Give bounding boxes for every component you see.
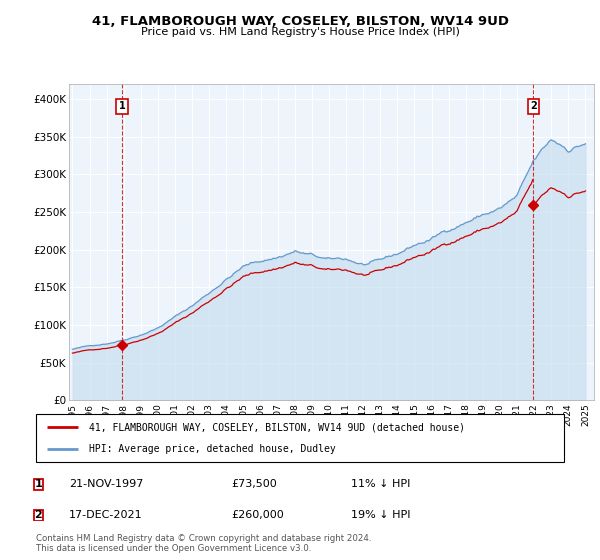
Text: 1: 1	[34, 479, 42, 489]
Text: 2: 2	[34, 510, 42, 520]
Text: £260,000: £260,000	[231, 510, 284, 520]
Text: 21-NOV-1997: 21-NOV-1997	[69, 479, 143, 489]
Text: Price paid vs. HM Land Registry's House Price Index (HPI): Price paid vs. HM Land Registry's House …	[140, 27, 460, 37]
FancyBboxPatch shape	[34, 479, 43, 490]
Text: £73,500: £73,500	[231, 479, 277, 489]
Text: Contains HM Land Registry data © Crown copyright and database right 2024.
This d: Contains HM Land Registry data © Crown c…	[36, 534, 371, 553]
Text: 19% ↓ HPI: 19% ↓ HPI	[351, 510, 410, 520]
Text: 41, FLAMBOROUGH WAY, COSELEY, BILSTON, WV14 9UD (detached house): 41, FLAMBOROUGH WAY, COSELEY, BILSTON, W…	[89, 422, 465, 432]
Text: 1: 1	[119, 101, 125, 111]
FancyBboxPatch shape	[34, 510, 43, 521]
Text: 2: 2	[530, 101, 537, 111]
Text: 17-DEC-2021: 17-DEC-2021	[69, 510, 143, 520]
Text: 41, FLAMBOROUGH WAY, COSELEY, BILSTON, WV14 9UD: 41, FLAMBOROUGH WAY, COSELEY, BILSTON, W…	[91, 15, 509, 27]
Text: HPI: Average price, detached house, Dudley: HPI: Average price, detached house, Dudl…	[89, 444, 335, 454]
Text: 11% ↓ HPI: 11% ↓ HPI	[351, 479, 410, 489]
